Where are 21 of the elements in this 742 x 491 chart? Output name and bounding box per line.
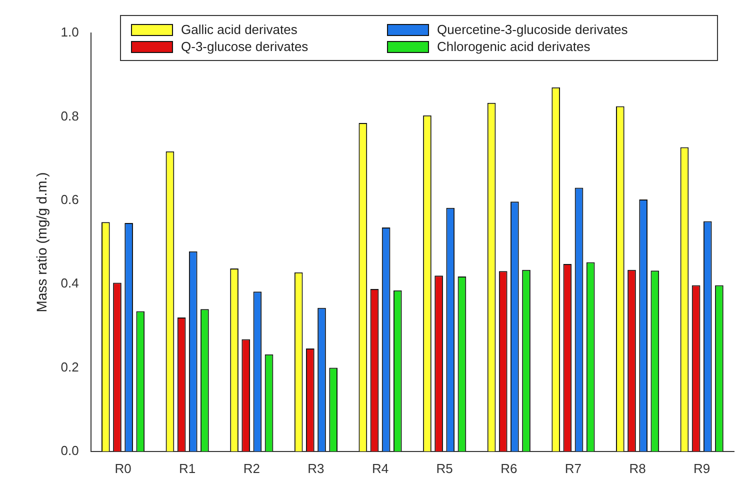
y-tick-label: 0.2: [60, 359, 79, 374]
x-tick-label: R6: [500, 460, 518, 476]
x-tick-label: R5: [436, 460, 453, 476]
x-tick-label: R3: [308, 460, 324, 476]
y-tick-label: 0.6: [60, 192, 79, 207]
y-tick-label: 1.0: [60, 24, 79, 40]
x-tick-label: R4: [372, 460, 389, 476]
x-tick-label: R0: [114, 460, 132, 476]
y-tick-label: 0.8: [60, 108, 79, 124]
x-tick-label: R2: [243, 460, 260, 476]
x-tick-label: R7: [564, 460, 582, 476]
legend-label: Chlorogenic acid derivates: [437, 39, 590, 54]
x-tick-label: R1: [179, 460, 196, 476]
x-tick-label: R8: [629, 460, 646, 476]
legend-label: Q-3-glucose derivates: [181, 39, 308, 54]
x-tick-label: R9: [694, 460, 710, 476]
y-axis-title: Mass ratio (mg/g d.m.): [33, 172, 50, 312]
legend-label: Gallic acid derivates: [181, 22, 298, 37]
legend-label: Quercetine-3-glucoside derivates: [437, 22, 628, 37]
y-tick-label: 0.0: [60, 442, 79, 458]
y-tick-label: 0.4: [60, 276, 79, 291]
